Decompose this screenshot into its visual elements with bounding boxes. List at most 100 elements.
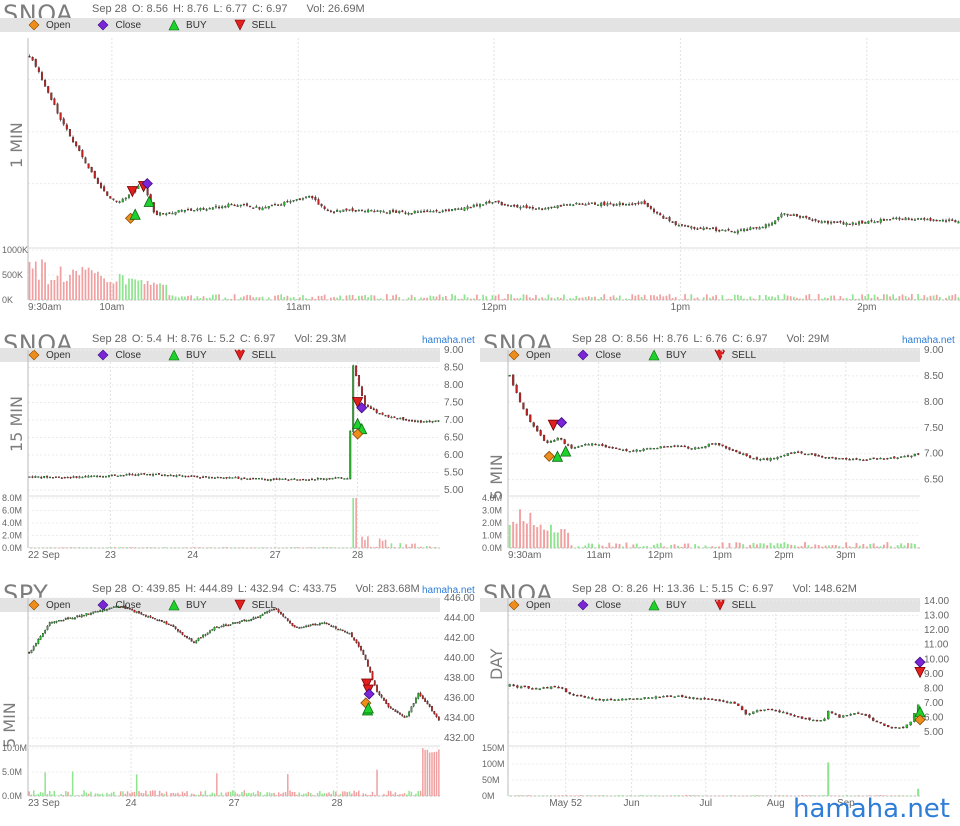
volume-bar	[861, 294, 863, 300]
volume-bar	[286, 295, 289, 300]
candle-body	[438, 211, 441, 214]
volume-bar	[280, 794, 282, 796]
candle-body	[344, 631, 346, 633]
volume-bar	[733, 795, 736, 796]
candle-body	[93, 170, 96, 179]
candle-body	[282, 613, 285, 617]
candle-body	[777, 216, 780, 221]
volume-bar	[112, 283, 115, 300]
candle-body	[416, 420, 419, 423]
candle-body	[764, 224, 767, 228]
volume-bar	[387, 790, 390, 796]
candle-body	[752, 227, 755, 229]
x-tick-label: 9:30am	[508, 550, 541, 561]
candle-body	[724, 446, 728, 449]
candle-body	[261, 207, 264, 211]
legend-sell-label: SELL	[251, 349, 277, 361]
candle-body	[80, 614, 83, 618]
volume-bar	[392, 295, 394, 300]
candle-body	[339, 629, 342, 631]
candle-body	[790, 452, 793, 454]
candle-body	[935, 219, 938, 222]
volume-bar	[543, 529, 545, 548]
volume-bar	[563, 529, 566, 548]
y-tick-label: 438.00	[444, 673, 475, 684]
candle-body	[75, 476, 78, 479]
candle-body	[401, 714, 404, 716]
candle-body	[357, 209, 360, 212]
candle-body	[889, 219, 892, 221]
y-tick-label: 9.00	[444, 345, 464, 356]
volume-bar	[384, 539, 387, 548]
y-tick-label: 7.00	[924, 449, 944, 460]
brand-link[interactable]: hamaha.net	[902, 335, 955, 346]
candle-body	[869, 458, 872, 460]
candle-body	[382, 211, 385, 213]
candle-body	[451, 209, 454, 211]
volume-bar	[81, 794, 83, 796]
candle-body	[714, 443, 717, 445]
volume-bar	[677, 545, 679, 548]
brand-link[interactable]: hamaha.net	[422, 585, 475, 596]
volume-bar	[376, 298, 379, 300]
candle-body	[839, 220, 842, 223]
x-tick-label: 11am	[586, 550, 610, 561]
candle-body	[184, 475, 187, 478]
candle-body	[948, 219, 951, 221]
volume-bar	[76, 795, 78, 796]
candle-body	[55, 621, 58, 623]
candle-body	[913, 219, 916, 221]
volume-bar	[909, 795, 912, 796]
sell-triangle-icon	[234, 19, 246, 31]
volume-bar	[369, 794, 371, 796]
candle-body	[206, 632, 209, 635]
volume-bar	[777, 295, 780, 300]
volume-bar	[659, 543, 662, 548]
close-diamond-icon	[98, 19, 109, 31]
volume-bar	[246, 294, 248, 300]
volume-bar	[520, 795, 523, 796]
y-tick-label: 13.00	[924, 611, 949, 622]
volume-bar	[302, 547, 304, 548]
candle-body	[337, 477, 340, 479]
volume-bar	[769, 542, 772, 548]
candle-body	[894, 726, 897, 729]
close-diamond-icon	[578, 349, 589, 361]
legend-buy-label: BUY	[186, 349, 207, 361]
volume-bar	[572, 298, 575, 300]
volume-bar	[622, 546, 624, 548]
volume-bar	[902, 795, 905, 796]
volume-bar	[500, 299, 503, 300]
candle-body	[39, 636, 42, 640]
volume-bar	[108, 547, 110, 548]
candle-body	[842, 222, 845, 225]
brand-link[interactable]: hamaha.net	[422, 335, 475, 346]
trade-marker-sell	[547, 419, 559, 432]
volume-bar	[567, 532, 570, 548]
volume-bar	[81, 266, 84, 300]
volume-bar	[563, 294, 565, 300]
candle-body	[712, 227, 715, 229]
y-tick-label: 7.50	[924, 423, 944, 434]
x-tick-label: 23 Sep	[28, 798, 60, 809]
volume-bar	[341, 791, 344, 796]
volume-bar	[411, 543, 413, 548]
candle-body	[366, 404, 369, 408]
candle-body	[759, 459, 762, 461]
candle-body	[28, 476, 31, 478]
volume-bar	[591, 297, 593, 300]
candle-body	[46, 625, 49, 630]
candle-body	[348, 209, 351, 211]
volume-bar	[325, 793, 328, 796]
candle-body	[109, 196, 112, 199]
candle-body	[423, 210, 426, 213]
volume-bar	[385, 794, 387, 796]
volume-bar	[472, 298, 475, 300]
candle-body	[210, 477, 213, 479]
price-chart-15min: 22 Sep 23 24 27 289.008.508.007.507.006.506.…	[2, 345, 464, 561]
volume-bar	[370, 295, 373, 300]
volume-bar	[415, 793, 417, 796]
volume-bar	[202, 794, 204, 796]
volume-bar	[428, 752, 431, 796]
candle-body	[821, 456, 824, 458]
